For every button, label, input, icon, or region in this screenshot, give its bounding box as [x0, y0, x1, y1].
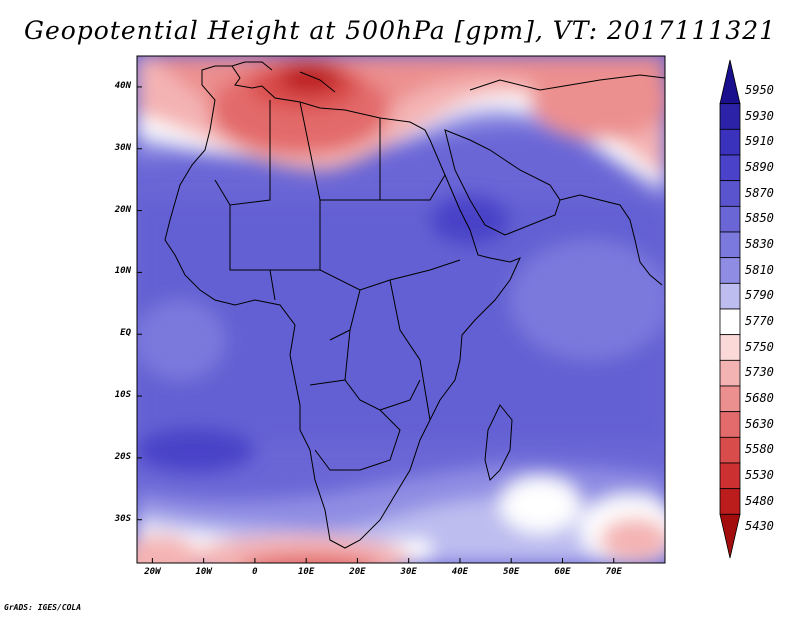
colorbar-label: 5930 [745, 108, 774, 123]
colorbar-label: 5870 [745, 185, 774, 200]
colorbar-label: 5430 [745, 519, 774, 534]
colorbar [719, 59, 741, 559]
colorbar-swatch [719, 205, 741, 233]
colorbar-label: 5630 [745, 416, 774, 431]
lat-label: 10S [114, 390, 131, 401]
lon-label: 40E [451, 567, 469, 577]
colorbar-label: 5890 [745, 159, 774, 174]
lat-label: 40N [114, 80, 131, 91]
lon-label: 50E [503, 567, 520, 577]
lat-label: 20N [114, 204, 131, 215]
lon-label: 10W [195, 567, 212, 577]
colorbar-swatch [719, 334, 741, 361]
colorbar-swatch [719, 488, 741, 515]
colorbar-label: 5810 [745, 262, 774, 277]
colorbar-label: 5770 [745, 313, 774, 328]
colorbar-label: 5480 [745, 493, 774, 508]
chart-title: Geopotential Height at 500hPa [gpm], VT:… [23, 16, 777, 45]
lat-label: 30S [114, 513, 131, 524]
lon-label: 0 [252, 567, 258, 577]
colorbar-swatch [719, 231, 741, 259]
map-frame [136, 55, 666, 564]
colorbar-swatch [719, 154, 741, 182]
colorbar-swatch [719, 103, 741, 130]
lon-label: 10E [298, 567, 315, 577]
colorbar-label: 5910 [745, 134, 774, 149]
lon-label: 70E [605, 567, 622, 577]
colorbar-label: 5830 [745, 236, 774, 251]
colorbar-label: 5850 [745, 211, 774, 226]
lon-label: 20E [349, 567, 366, 577]
colorbar-label: 5950 [745, 82, 774, 97]
grads-credit: GrADS: IGES/COLA [4, 603, 82, 612]
colorbar-swatch [719, 462, 741, 490]
coastlines [164, 61, 665, 549]
colorbar-swatch [719, 385, 741, 413]
colorbar-swatch [719, 282, 741, 310]
colorbar-swatch [719, 411, 741, 438]
lat-label: EQ [120, 328, 131, 339]
colorbar-swatch [719, 513, 741, 559]
lat-label: 30N [114, 142, 131, 153]
colorbar-swatch [719, 359, 741, 387]
colorbar-label: 5680 [745, 390, 774, 405]
colorbar-swatch [719, 436, 741, 464]
lat-label: 20S [114, 451, 131, 462]
lon-label: 30E [400, 567, 417, 577]
colorbar-swatch [719, 180, 741, 207]
colorbar-label: 5530 [745, 467, 774, 482]
colorbar-label: 5790 [745, 288, 774, 303]
height-field [137, 56, 665, 563]
colorbar-swatch [719, 308, 741, 336]
colorbar-label: 5580 [745, 442, 774, 457]
colorbar-label: 5750 [745, 339, 774, 354]
lon-label: 20W [144, 567, 161, 577]
colorbar-label: 5730 [745, 365, 774, 380]
axis-ticks [137, 86, 615, 563]
colorbar-swatch [719, 59, 741, 105]
lon-label: 60E [554, 567, 571, 577]
lat-label: 10N [114, 266, 131, 277]
colorbar-swatch [719, 257, 741, 284]
colorbar-swatch [719, 128, 741, 156]
